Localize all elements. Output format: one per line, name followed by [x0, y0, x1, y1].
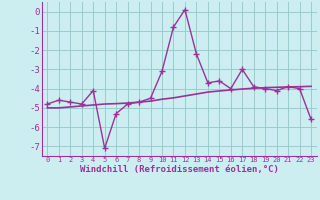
X-axis label: Windchill (Refroidissement éolien,°C): Windchill (Refroidissement éolien,°C) — [80, 165, 279, 174]
